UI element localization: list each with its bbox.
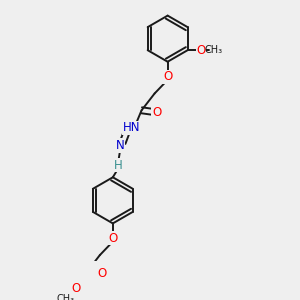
Text: H: H	[114, 159, 123, 172]
Text: CH₃: CH₃	[205, 45, 223, 55]
Text: N: N	[116, 139, 125, 152]
Text: O: O	[108, 232, 118, 245]
Text: O: O	[72, 282, 81, 295]
Text: O: O	[163, 70, 172, 83]
Text: CH₃: CH₃	[57, 293, 75, 300]
Text: O: O	[196, 44, 206, 57]
Text: O: O	[152, 106, 161, 119]
Text: HN: HN	[122, 122, 140, 134]
Text: O: O	[97, 267, 106, 280]
